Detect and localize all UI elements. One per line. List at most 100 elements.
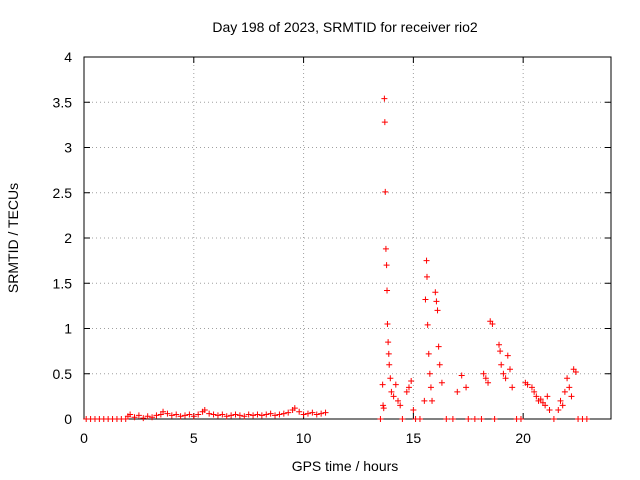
data-point xyxy=(173,411,180,418)
data-point xyxy=(564,375,571,382)
data-point xyxy=(267,410,274,417)
chart-title: Day 198 of 2023, SRMTID for receiver rio… xyxy=(212,19,478,35)
data-point xyxy=(458,372,465,379)
data-point xyxy=(258,412,265,419)
data-point xyxy=(423,257,430,264)
data-point xyxy=(438,379,445,386)
data-point xyxy=(531,388,538,395)
data-point xyxy=(434,307,441,314)
data-point xyxy=(435,343,442,350)
data-point xyxy=(392,381,399,388)
x-tick-label: 0 xyxy=(80,430,88,446)
data-point xyxy=(397,402,404,409)
data-point xyxy=(144,413,151,420)
data-point xyxy=(304,410,311,417)
data-point xyxy=(421,397,428,404)
data-point xyxy=(377,416,384,422)
y-axis-label: SRMTID / TECUs xyxy=(5,183,21,293)
data-point xyxy=(572,368,579,375)
data-point xyxy=(426,370,433,377)
data-point xyxy=(380,405,387,412)
data-point xyxy=(127,411,134,418)
x-tick-label: 10 xyxy=(296,430,312,446)
data-point xyxy=(195,411,202,418)
data-point xyxy=(544,393,551,400)
data-point xyxy=(241,413,248,420)
data-point xyxy=(408,377,415,384)
data-point xyxy=(425,350,432,357)
y-tick-label: 1.5 xyxy=(53,275,73,291)
data-point xyxy=(403,388,410,395)
data-point xyxy=(245,411,252,418)
x-tick-label: 20 xyxy=(515,430,531,446)
data-point xyxy=(528,384,535,391)
data-point xyxy=(322,409,329,416)
data-point xyxy=(471,416,478,422)
y-tick-label: 2 xyxy=(64,230,72,246)
data-point xyxy=(384,320,391,327)
data-point xyxy=(385,339,392,346)
data-point xyxy=(463,384,470,391)
data-point xyxy=(160,408,167,415)
data-point xyxy=(423,273,430,280)
y-tick-label: 1 xyxy=(64,321,72,337)
data-point xyxy=(272,412,279,419)
data-point xyxy=(497,348,504,355)
x-tick-label: 5 xyxy=(190,430,198,446)
data-point xyxy=(432,289,439,296)
data-point xyxy=(381,95,388,102)
data-point xyxy=(182,412,189,419)
data-point xyxy=(524,381,531,388)
data-point xyxy=(296,408,303,415)
y-tick-label: 0 xyxy=(64,411,72,427)
data-point xyxy=(254,411,261,418)
y-tick-label: 3.5 xyxy=(53,94,73,110)
data-point xyxy=(214,412,221,419)
data-point xyxy=(313,411,320,418)
data-point xyxy=(436,361,443,368)
data-point xyxy=(433,298,440,305)
data-point xyxy=(164,410,171,417)
data-point xyxy=(318,410,325,417)
data-point xyxy=(201,406,208,413)
data-point xyxy=(555,406,562,413)
data-point xyxy=(388,388,395,395)
data-point xyxy=(210,411,217,418)
data-point xyxy=(506,366,513,373)
data-point xyxy=(379,381,386,388)
data-point xyxy=(382,245,389,252)
data-point xyxy=(533,393,540,400)
data-point xyxy=(561,388,568,395)
data-point xyxy=(410,406,417,413)
data-point xyxy=(236,412,243,419)
data-point xyxy=(429,397,436,404)
data-point xyxy=(465,416,472,422)
data-point xyxy=(509,384,516,391)
data-point xyxy=(443,416,450,422)
plot-frame xyxy=(83,56,612,420)
data-point xyxy=(424,321,431,328)
data-point xyxy=(131,414,138,421)
data-point xyxy=(537,396,544,403)
data-point xyxy=(291,405,298,412)
data-point xyxy=(285,409,292,416)
grid-lines xyxy=(84,57,611,419)
data-point xyxy=(250,412,257,419)
data-point xyxy=(489,320,496,327)
data-point xyxy=(416,416,423,422)
axis-ticks: 0 5 10 15 20 0 0.5 1 1.5 2 2.5 3 3.5 4 xyxy=(53,49,611,446)
data-point xyxy=(454,388,461,395)
data-point xyxy=(219,411,226,418)
data-point xyxy=(517,416,524,422)
data-point xyxy=(504,352,511,359)
data-point xyxy=(385,350,392,357)
data-point xyxy=(550,416,557,422)
data-point xyxy=(168,412,175,419)
data-point xyxy=(153,412,160,419)
y-tick-label: 2.5 xyxy=(53,185,73,201)
data-point xyxy=(449,416,456,422)
data-point xyxy=(405,384,412,391)
x-axis-label: GPS time / hours xyxy=(292,458,399,474)
data-point xyxy=(478,416,485,422)
data-point xyxy=(395,397,402,404)
